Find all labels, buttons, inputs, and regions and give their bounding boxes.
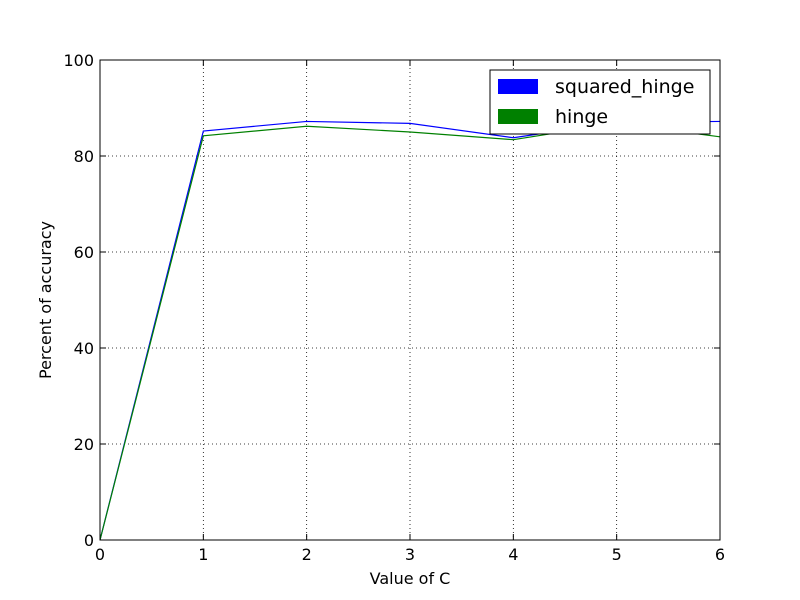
y-tick-label: 100 xyxy=(63,51,94,70)
legend-swatch-squared-hinge xyxy=(498,79,538,94)
y-tick-label: 60 xyxy=(74,243,94,262)
x-tick-label: 2 xyxy=(302,545,312,564)
x-tick-label: 4 xyxy=(508,545,518,564)
x-tick-label: 0 xyxy=(95,545,105,564)
x-tick-label: 3 xyxy=(405,545,415,564)
legend-label-squared-hinge: squared_hinge xyxy=(555,76,694,98)
legend-label-hinge: hinge xyxy=(555,106,608,128)
y-tick-label: 40 xyxy=(74,339,94,358)
legend-swatch-hinge xyxy=(498,109,538,124)
y-axis-label: Percent of accuracy xyxy=(36,221,55,379)
x-axis-label: Value of C xyxy=(370,569,451,588)
x-tick-label: 5 xyxy=(612,545,622,564)
y-tick-label: 0 xyxy=(84,531,94,550)
y-tick-label: 80 xyxy=(74,147,94,166)
y-tick-label: 20 xyxy=(74,435,94,454)
x-tick-label: 1 xyxy=(198,545,208,564)
x-tick-label: 6 xyxy=(715,545,725,564)
